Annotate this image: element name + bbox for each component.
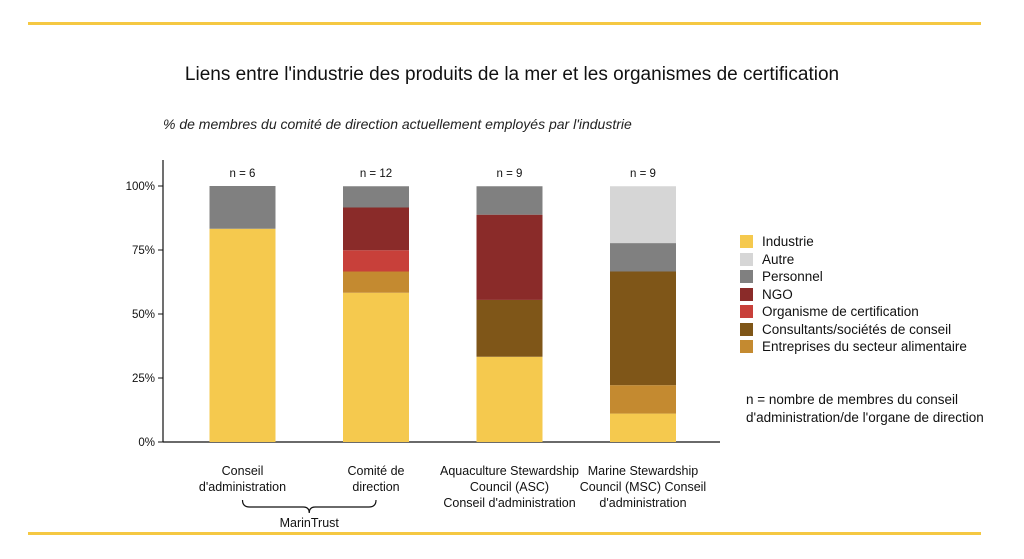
- bar-segment-industrie: [343, 292, 409, 442]
- legend-item-autre: Autre: [740, 251, 967, 269]
- legend-label: Entreprises du secteur alimentaire: [762, 339, 967, 355]
- bar-segment-personnel: [343, 186, 409, 208]
- n-label: n = 12: [360, 168, 392, 180]
- bar-segment-ngo: [476, 214, 543, 300]
- category-label: Comité de: [348, 464, 405, 478]
- legend-item-personnel: Personnel: [740, 268, 967, 286]
- legend-swatch: [740, 322, 753, 336]
- legend-item-entreprises-du-secteur-alimentaire: Entreprises du secteur alimentaire: [740, 338, 967, 356]
- legend-item-consultants-soci-t-s-de-conseil: Consultants/sociétés de conseil: [740, 321, 967, 339]
- legend-label: NGO: [762, 286, 793, 302]
- group-label: MarinTrust: [280, 516, 340, 530]
- category-label: Conseil: [222, 464, 264, 478]
- bottom-rule: [28, 532, 981, 535]
- bar-segment-ngo: [343, 207, 409, 251]
- category-label: direction: [352, 480, 399, 494]
- note-line: n = nombre de membres du conseil: [746, 392, 958, 407]
- legend-label: Consultants/sociétés de conseil: [762, 321, 952, 337]
- y-tick-label: 25%: [132, 373, 155, 385]
- bar-segment-industrie: [610, 413, 676, 442]
- chart-title: Liens entre l'industrie des produits de …: [184, 64, 840, 85]
- category-label: Aquaculture Stewardship: [440, 464, 579, 478]
- marintrust-bracket: [241, 499, 377, 514]
- category-label: Marine Stewardship: [588, 464, 699, 478]
- bar-segment-consultants-soci-t-s-de-conseil: [476, 299, 543, 357]
- bar-segment-organisme-de-certification: [343, 250, 409, 272]
- legend-item-organisme-de-certification: Organisme de certification: [740, 303, 967, 321]
- y-tick-label: 50%: [132, 309, 155, 321]
- bar-segment-personnel: [209, 186, 276, 229]
- n-label: n = 6: [230, 168, 256, 180]
- legend-swatch: [740, 287, 753, 301]
- legend-swatch: [740, 252, 753, 266]
- category-label: Conseil d'administration: [443, 496, 575, 510]
- legend-item-ngo: NGO: [740, 286, 967, 304]
- bar-segment-personnel: [476, 186, 543, 215]
- category-label: d'administration: [199, 480, 286, 494]
- legend-item-industrie: Industrie: [740, 233, 967, 251]
- n-label: n = 9: [630, 168, 656, 180]
- bar-segment-industrie: [209, 228, 276, 442]
- legend: Industrie Autre Personnel NGO Organisme de c…: [740, 233, 967, 356]
- y-tick-label: 0%: [138, 437, 155, 449]
- legend-label: Organisme de certification: [762, 304, 919, 320]
- bar-segment-industrie: [476, 356, 543, 442]
- legend-label: Industrie: [762, 234, 814, 250]
- chart-subtitle: % de membres du comité de direction actu…: [163, 116, 632, 132]
- note-line: d'administration/de l'organe de directio…: [746, 410, 984, 425]
- top-rule: [28, 22, 981, 25]
- n-label: n = 9: [497, 168, 523, 180]
- bar-segment-consultants-soci-t-s-de-conseil: [610, 271, 676, 386]
- n-definition-note: n = nombre de membres du conseil d'admin…: [746, 391, 984, 427]
- category-label: Council (ASC): [470, 480, 549, 494]
- legend-label: Personnel: [762, 269, 823, 285]
- legend-swatch: [740, 235, 753, 249]
- bar-segment-personnel: [610, 243, 676, 272]
- category-label: Council (MSC) Conseil: [580, 480, 706, 494]
- legend-swatch: [740, 270, 753, 284]
- legend-swatch: [740, 340, 753, 354]
- y-tick-label: 100%: [126, 181, 155, 193]
- legend-label: Autre: [762, 251, 795, 267]
- bar-segment-entreprises-du-secteur-alimentaire: [343, 271, 409, 293]
- y-tick-label: 75%: [132, 245, 155, 257]
- bar-segment-autre: [610, 186, 676, 244]
- legend-swatch: [740, 305, 753, 319]
- category-label: d'administration: [599, 496, 686, 510]
- bar-segment-entreprises-du-secteur-alimentaire: [610, 385, 676, 414]
